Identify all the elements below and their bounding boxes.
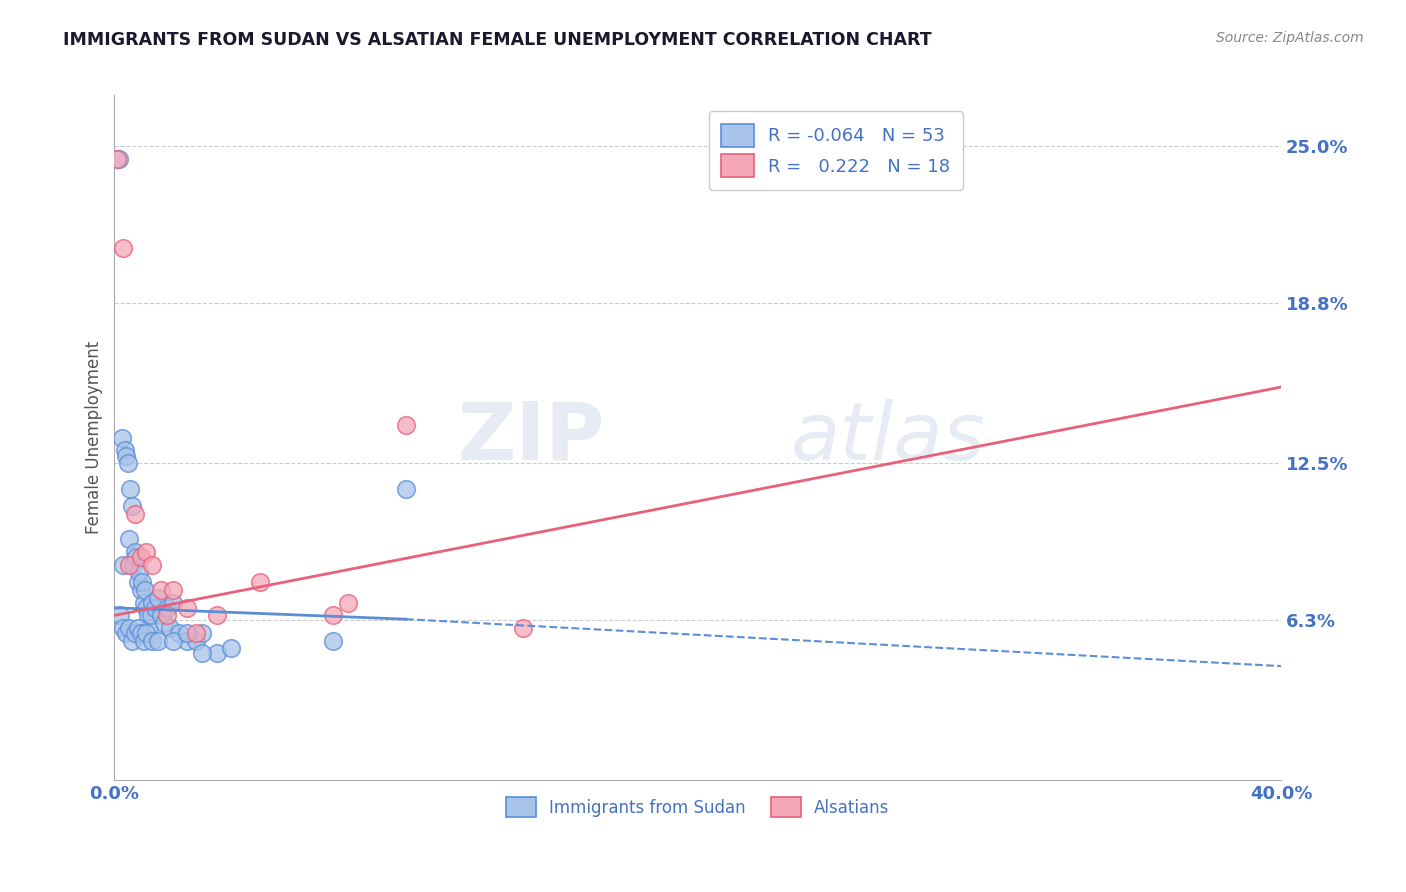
Point (156, 600, 179, 615)
Text: atlas: atlas (792, 399, 986, 477)
Point (127, 621, 149, 635)
Point (121, 500, 143, 514)
Point (205, 608, 228, 623)
Point (121, 633, 143, 648)
Point (512, 621, 534, 635)
Point (129, 626, 152, 640)
Point (118, 558, 141, 572)
Point (124, 507, 146, 521)
Point (136, 608, 159, 623)
Point (395, 418, 418, 433)
Point (191, 647, 214, 661)
Point (191, 626, 214, 640)
Point (176, 626, 198, 640)
Point (395, 482, 418, 496)
Point (138, 621, 160, 635)
Point (112, 558, 135, 572)
Point (114, 443, 136, 458)
Point (129, 549, 152, 564)
Point (141, 633, 163, 648)
Text: IMMIGRANTS FROM SUDAN VS ALSATIAN FEMALE UNEMPLOYMENT CORRELATION CHART: IMMIGRANTS FROM SUDAN VS ALSATIAN FEMALE… (63, 31, 932, 49)
Point (135, 600, 157, 615)
Point (107, 152, 129, 166)
Text: Source: ZipAtlas.com: Source: ZipAtlas.com (1216, 31, 1364, 45)
Y-axis label: Female Unemployment: Female Unemployment (86, 341, 103, 534)
Point (176, 600, 198, 615)
Point (184, 626, 207, 640)
Point (125, 549, 148, 564)
Point (132, 633, 155, 648)
Point (111, 431, 134, 445)
Point (146, 591, 169, 605)
Point (141, 596, 163, 610)
Point (249, 575, 271, 590)
Point (110, 608, 132, 623)
Point (118, 621, 141, 635)
Point (112, 240, 135, 254)
Point (132, 596, 155, 610)
Point (131, 575, 153, 590)
Point (336, 596, 359, 610)
Point (118, 533, 141, 547)
Point (115, 626, 138, 640)
Point (124, 545, 146, 559)
Point (134, 582, 156, 597)
Point (153, 615, 176, 630)
Point (176, 633, 198, 648)
Legend: Immigrants from Sudan, Alsatians: Immigrants from Sudan, Alsatians (499, 791, 896, 823)
Point (115, 449, 138, 463)
Point (184, 633, 207, 648)
Point (112, 621, 135, 635)
Point (322, 633, 344, 648)
Point (135, 545, 157, 559)
Point (205, 647, 228, 661)
Point (162, 596, 184, 610)
Point (141, 558, 163, 572)
Point (117, 456, 139, 470)
Point (143, 600, 166, 615)
Point (122, 558, 145, 572)
Text: ZIP: ZIP (457, 399, 605, 477)
Point (162, 582, 184, 597)
Point (129, 582, 152, 597)
Point (128, 566, 150, 580)
Point (162, 633, 184, 648)
Point (150, 582, 173, 597)
Point (120, 482, 142, 496)
Point (146, 633, 169, 648)
Point (105, 152, 128, 166)
Point (124, 626, 146, 640)
Point (127, 575, 149, 590)
Point (219, 641, 242, 656)
Point (322, 608, 344, 623)
Point (159, 621, 181, 635)
Point (139, 608, 162, 623)
Point (135, 626, 157, 640)
Point (167, 626, 190, 640)
Point (156, 608, 179, 623)
Point (150, 608, 173, 623)
